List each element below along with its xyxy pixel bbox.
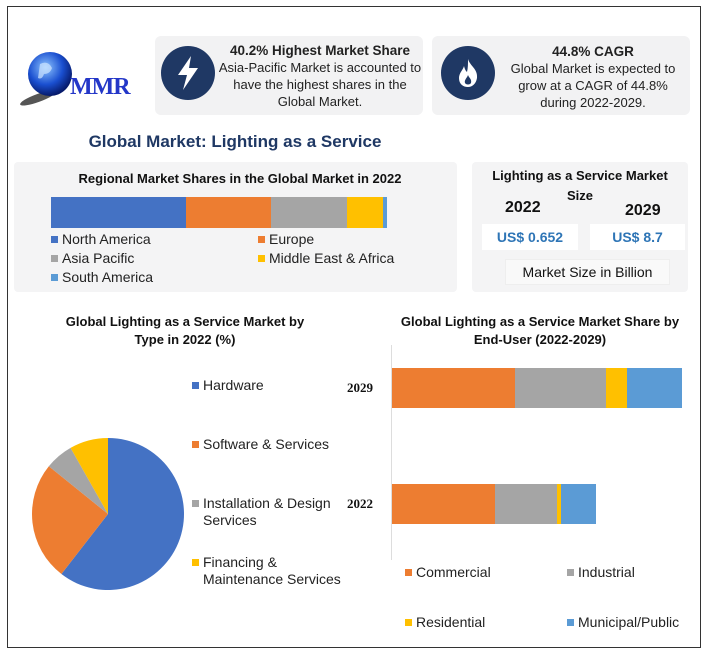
- legend-label: Municipal/Public: [578, 614, 680, 630]
- bar-segment-2022-commercial: [392, 484, 495, 524]
- bar-segment-2022-industrial: [494, 484, 557, 524]
- legend-item: Europe: [258, 231, 458, 248]
- pie-slice-software-services: [32, 466, 108, 575]
- pie-slice-installation-design-services: [48, 447, 108, 514]
- bar-segment-south-america: [382, 197, 387, 228]
- legend-label: Commercial: [416, 564, 491, 580]
- card-title: 40.2% Highest Market Share: [229, 43, 411, 58]
- pie-chart-title: Global Lighting as a Service Market by T…: [65, 314, 305, 347]
- bar-segment-2022-residential: [557, 484, 562, 524]
- legend-swatch: [192, 500, 199, 507]
- legend-label: Residential: [416, 614, 486, 630]
- infographic-frame: [7, 6, 701, 648]
- bar-segment-asia-pacific: [271, 197, 347, 228]
- legend-item: Residential: [405, 614, 535, 631]
- cagr-card: 44.8% CAGR Global Market is expected to …: [432, 36, 690, 115]
- pie-slice-hardware: [61, 438, 184, 590]
- value-2022: US$ 0.652: [482, 224, 578, 250]
- legend-label: Asia Pacific: [62, 250, 135, 266]
- bar-segment-north-america: [51, 197, 187, 228]
- legend-item: Hardware: [192, 377, 352, 394]
- legend-swatch: [405, 569, 412, 576]
- category-label: 2022: [347, 496, 373, 511]
- globe-icon: [20, 52, 72, 106]
- legend-label: Hardware: [203, 377, 264, 393]
- page-title: Global Market: Lighting as a Service: [88, 132, 382, 151]
- unit-label: Market Size in Billion: [505, 259, 670, 285]
- card-text: Global Market is expected to grow at a C…: [510, 61, 676, 110]
- legend-label: Installation & Design Services: [203, 495, 331, 528]
- bar-segment-2029-residential: [605, 368, 628, 408]
- value-2029: US$ 8.7: [590, 224, 685, 250]
- logo-text: MMR: [70, 74, 131, 100]
- bar-segment-2029-municipal-public: [627, 368, 682, 408]
- legend-swatch: [51, 255, 58, 262]
- pie-slice-financing-maintenance-services: [70, 438, 108, 514]
- year-2022-label: 2022: [505, 199, 541, 216]
- bar-segment-middle-east-africa: [347, 197, 383, 228]
- legend-swatch: [567, 569, 574, 576]
- year-2029-label: 2029: [625, 202, 661, 219]
- legend-item: Commercial: [405, 564, 535, 581]
- regional-chart-title: Regional Market Shares in the Global Mar…: [78, 171, 402, 186]
- bar-segment-2022-municipal-public: [561, 484, 597, 524]
- regional-stacked-bar: [51, 197, 387, 228]
- legend-item: Asia Pacific: [51, 250, 251, 267]
- bar-segment-2029-industrial: [514, 368, 606, 408]
- mmr-logo: MMR: [18, 50, 143, 106]
- legend-label: North America: [62, 231, 151, 247]
- legend-swatch: [51, 274, 58, 281]
- type-pie-chart: [32, 438, 184, 590]
- bar-segment-2029-commercial: [392, 368, 515, 408]
- category-axis: [391, 345, 392, 560]
- category-label: 2029: [347, 380, 373, 395]
- highest-share-card: 40.2% Highest Market Share Asia-Pacific …: [155, 36, 423, 115]
- legend-label: South America: [62, 269, 154, 285]
- lightning-bolt-icon: [161, 46, 215, 100]
- market-size-title: Lighting as a Service Market Size: [492, 168, 668, 203]
- bar-segment-europe: [186, 197, 272, 228]
- legend-label: Financing & Maintenance Services: [203, 554, 341, 587]
- enduser-chart-title: Global Lighting as a Service Market Shar…: [400, 314, 680, 347]
- legend-label: Software & Services: [203, 436, 330, 452]
- legend-swatch: [192, 441, 199, 448]
- legend-item: Middle East & Africa: [258, 250, 458, 267]
- legend-swatch: [51, 236, 58, 243]
- flame-icon: [441, 46, 495, 100]
- legend-swatch: [192, 559, 199, 566]
- legend-swatch: [192, 382, 199, 389]
- legend-item: Financing & Maintenance Services: [192, 554, 352, 588]
- legend-label: Europe: [269, 231, 315, 247]
- legend-swatch: [258, 236, 265, 243]
- legend-item: Software & Services: [192, 436, 352, 453]
- legend-swatch: [258, 255, 265, 262]
- legend-item: Municipal/Public: [567, 614, 697, 631]
- legend-item: Industrial: [567, 564, 697, 581]
- legend-swatch: [405, 619, 412, 626]
- legend-item: Installation & Design Services: [192, 495, 352, 529]
- legend-swatch: [567, 619, 574, 626]
- legend-label: Industrial: [578, 564, 635, 580]
- legend-label: Middle East & Africa: [269, 250, 395, 266]
- card-title: 44.8% CAGR: [552, 44, 634, 59]
- legend-item: North America: [51, 231, 251, 248]
- legend-item: South America: [51, 269, 251, 286]
- card-text: Asia-Pacific Market is accounted to have…: [218, 60, 422, 109]
